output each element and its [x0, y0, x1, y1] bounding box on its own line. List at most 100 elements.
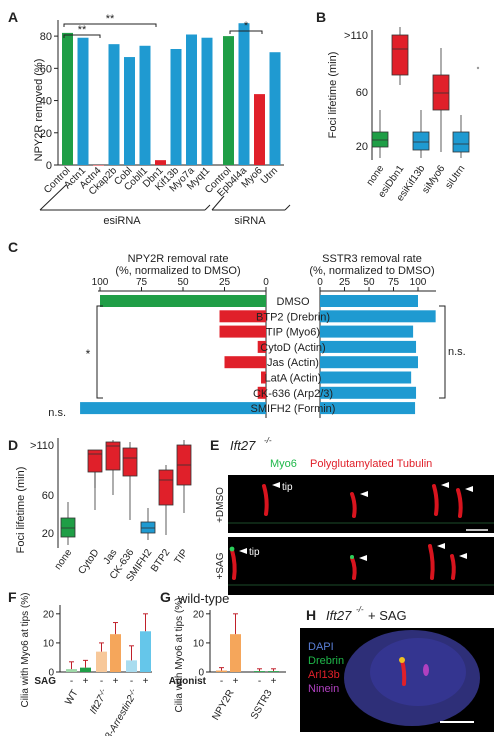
panel-a-ytick-label: 60: [40, 63, 52, 75]
panel-a-group-esirna: esiRNA: [103, 215, 141, 227]
panel-e-tip-label-1: tip: [282, 482, 293, 493]
panel-a-ytick-label: 20: [40, 128, 52, 140]
panel-f-ytick-label: 0: [48, 668, 54, 679]
panel-g-ytick-label: 20: [193, 609, 205, 620]
panel-f-yticks: 0 10 20: [43, 609, 60, 679]
panel-a-bar: [124, 57, 135, 165]
panel-c-left-tick-label: 25: [219, 277, 231, 288]
panel-c-row-label: SMIFH2 (Formin): [251, 403, 336, 415]
panel-h-title-sup: -/-: [356, 605, 364, 614]
panel-f-group-label: β-Arrestin2-/-: [102, 687, 141, 736]
panel-a-bar: [201, 37, 213, 165]
panel-c-row-label: DMSO: [277, 296, 310, 308]
panel-f-bar: [96, 651, 107, 672]
panel-a-sig-1: **: [78, 24, 87, 36]
panel-g-bar: [254, 671, 265, 672]
panel-f-sign: +: [113, 676, 119, 687]
panel-c-sstr3-bar: [320, 386, 417, 399]
panel-f-sag-label: SAG: [34, 676, 56, 687]
panel-f-sign: -: [70, 676, 73, 687]
panel-a-sig-3: *: [244, 20, 249, 32]
panel-d-xlabel: BTP2: [149, 547, 173, 574]
panel-g-group-label: NPY2R: [210, 688, 236, 722]
panel-label-a: A: [8, 9, 18, 25]
panel-g-sign: -: [258, 676, 261, 687]
panel-e-title: Ift27: [230, 438, 256, 453]
panel-d-xlabel: none: [53, 547, 75, 572]
panel-e-tip-label-2: tip: [249, 547, 260, 558]
panel-c-ns-right: n.s.: [448, 346, 466, 358]
panel-d-ytick-mid: 60: [42, 490, 54, 502]
panel-a-ytick-label: 40: [40, 96, 52, 108]
panel-c-row-label: CK-636 (Arp2/3): [253, 388, 333, 400]
panel-c-sstr3-bar: [320, 371, 412, 384]
panel-g-bar: [268, 671, 279, 672]
panel-c-row-label: Jas (Actin): [267, 357, 319, 369]
panel-c-npy2r-bar: [261, 371, 266, 384]
panel-c-bars: [80, 295, 436, 415]
panel-e-row-sag: +SAG: [215, 552, 226, 579]
panel-f-bar: [126, 660, 137, 672]
panel-a-bar: [170, 49, 182, 165]
panel-a-bar: [77, 37, 89, 165]
panel-c-brackets: [96, 305, 446, 399]
panel-f-ylabel: Cilia with Myo6 at tips (%): [20, 592, 31, 707]
panel-a-ylabel: NPY2R removed (%): [33, 59, 45, 162]
panel-f-bar: [110, 634, 121, 672]
panel-f-group-label: WT: [63, 688, 80, 707]
panel-g-title: wild-type: [177, 591, 229, 606]
panel-h-title-tail: + SAG: [368, 608, 407, 623]
panel-g-groups: NPY2R SSTR3: [210, 688, 274, 723]
panel-h-label-ninein: Ninein: [308, 683, 339, 695]
panel-c-sstr3-bar: [320, 402, 416, 415]
panel-c-npy2r-bar: [257, 386, 266, 399]
panel-g-signs: - + - +: [220, 676, 277, 687]
panel-c-right-tick-label: 75: [388, 277, 400, 288]
panel-c-npy2r-bar: [80, 402, 266, 415]
panel-a-bar: [108, 44, 120, 165]
panel-e-legend-tubulin: Polyglutamylated Tubulin: [310, 458, 432, 470]
panel-f-bar: [66, 669, 77, 672]
panel-f-ytick-label: 10: [43, 638, 55, 649]
panel-label-h: H: [306, 607, 316, 623]
panel-h-title: Ift27: [326, 608, 352, 623]
panel-b-boxes: [371, 27, 480, 158]
panel-g-bar: [216, 670, 227, 672]
panel-f-bar: [140, 631, 151, 672]
panel-c-left-tick-label: 75: [136, 277, 148, 288]
panel-a-bar: [238, 23, 250, 165]
panel-h-label-drebrin: Drebrin: [308, 655, 344, 667]
panel-a-xlabel: Utrn: [259, 165, 280, 186]
panel-c-left-title-1: NPY2R removal rate: [128, 253, 229, 265]
panel-d-boxes: [60, 440, 192, 545]
panel-d-ylabel: Foci lifetime (min): [15, 467, 27, 554]
panel-b-ytick-low: 20: [356, 141, 368, 153]
panel-c-right-tick-label: 50: [363, 277, 375, 288]
panel-c-row-label: BTP2 (Drebrin): [256, 311, 330, 323]
panel-c-row-label: CytoD (Actin): [260, 342, 325, 354]
panel-c-sstr3-bar: [320, 340, 417, 353]
panel-d-ytick-top: >110: [30, 440, 54, 452]
panel-label-g: G: [160, 589, 171, 605]
panel-label-b: B: [316, 9, 326, 25]
panel-g-sign: -: [220, 676, 223, 687]
panel-a-bar: [62, 32, 73, 166]
panel-c-left-tick-label: 0: [263, 277, 269, 288]
panel-b-ylabel: Foci lifetime (min): [327, 52, 339, 139]
panel-c-row-labels: DMSO BTP2 (Drebrin) TIP (Myo6) CytoD (Actin…: [251, 296, 336, 415]
panel-f-sign: -: [130, 676, 133, 687]
panel-b-xlabel: siUtrn: [443, 163, 467, 191]
panel-d-xlabel: TIP: [173, 547, 191, 566]
panel-e-row-dmso: +DMSO: [215, 487, 226, 523]
panel-c-axes: 100 75 50 25 0 0 25 50 75 100: [92, 277, 436, 418]
panel-c-right-tick-label: 100: [410, 277, 427, 288]
panel-g-ytick-label: 0: [198, 668, 204, 679]
panel-g-bars: [216, 613, 279, 672]
panel-f-bar: [80, 667, 91, 672]
panel-b-ytick-top: >110: [344, 30, 368, 42]
panel-a-ytick-label: 0: [46, 160, 52, 172]
panel-a-group-brackets: [39, 184, 291, 211]
panel-c-right-tick-label: 0: [317, 277, 323, 288]
